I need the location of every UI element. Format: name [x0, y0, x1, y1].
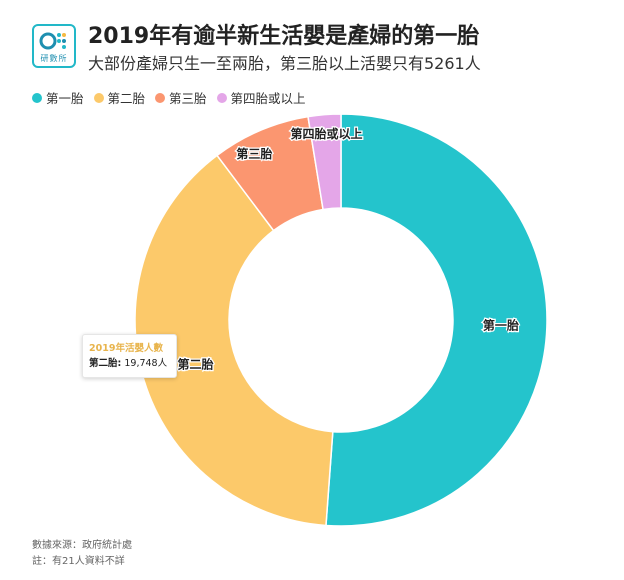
legend-label: 第二胎: [107, 91, 146, 106]
chart-title: 2019年有逾半新生活嬰是產婦的第一胎: [88, 24, 480, 49]
slice-label: 第四胎或以上: [291, 126, 363, 141]
slice-label: 第一胎: [483, 317, 519, 332]
tooltip-value: 19,748人: [124, 358, 168, 369]
donut-slice[interactable]: [134, 154, 334, 527]
donut-slice[interactable]: [307, 113, 342, 211]
tooltip-title: 2019年活嬰人數: [89, 343, 163, 354]
legend-item[interactable]: 第一胎: [32, 88, 84, 107]
legend-swatch: [93, 92, 104, 103]
legend-swatch: [155, 92, 166, 103]
legend-label: 第四胎或以上: [230, 91, 306, 106]
chart-footer: 數據來源：政府統計處 註：有21人資料不詳: [32, 538, 132, 570]
footnote: 註：有21人資料不詳: [32, 556, 125, 567]
logo-graphic-icon: [39, 32, 66, 50]
source-note: 數據來源：政府統計處: [32, 540, 132, 551]
chart-subtitle: 大部份產婦只生一至兩胎，第三胎以上活嬰只有5261人: [88, 54, 481, 73]
slice-label: 第二胎: [178, 357, 214, 372]
legend-item[interactable]: 第三胎: [155, 88, 207, 107]
tooltip-row: 第二胎: 19,748人: [89, 358, 168, 369]
legend-item[interactable]: 第二胎: [93, 88, 146, 107]
donut-slice[interactable]: [325, 113, 548, 527]
chart-legend: 第一胎 第二胎 第三胎 第四胎或以上: [32, 88, 306, 107]
logo-text: 研數所: [40, 54, 68, 63]
legend-item[interactable]: 第四胎或以上: [216, 88, 306, 107]
tooltip-label: 第二胎: [89, 358, 118, 369]
legend-swatch: [216, 92, 227, 103]
slice-label: 第三胎: [236, 146, 272, 161]
legend-label: 第一胎: [46, 91, 84, 106]
legend-swatch: [32, 92, 42, 103]
legend-label: 第三胎: [169, 91, 207, 106]
brand-logo: 研數所: [32, 24, 76, 68]
chart-tooltip: 2019年活嬰人數 第二胎: 19,748人: [82, 334, 177, 378]
